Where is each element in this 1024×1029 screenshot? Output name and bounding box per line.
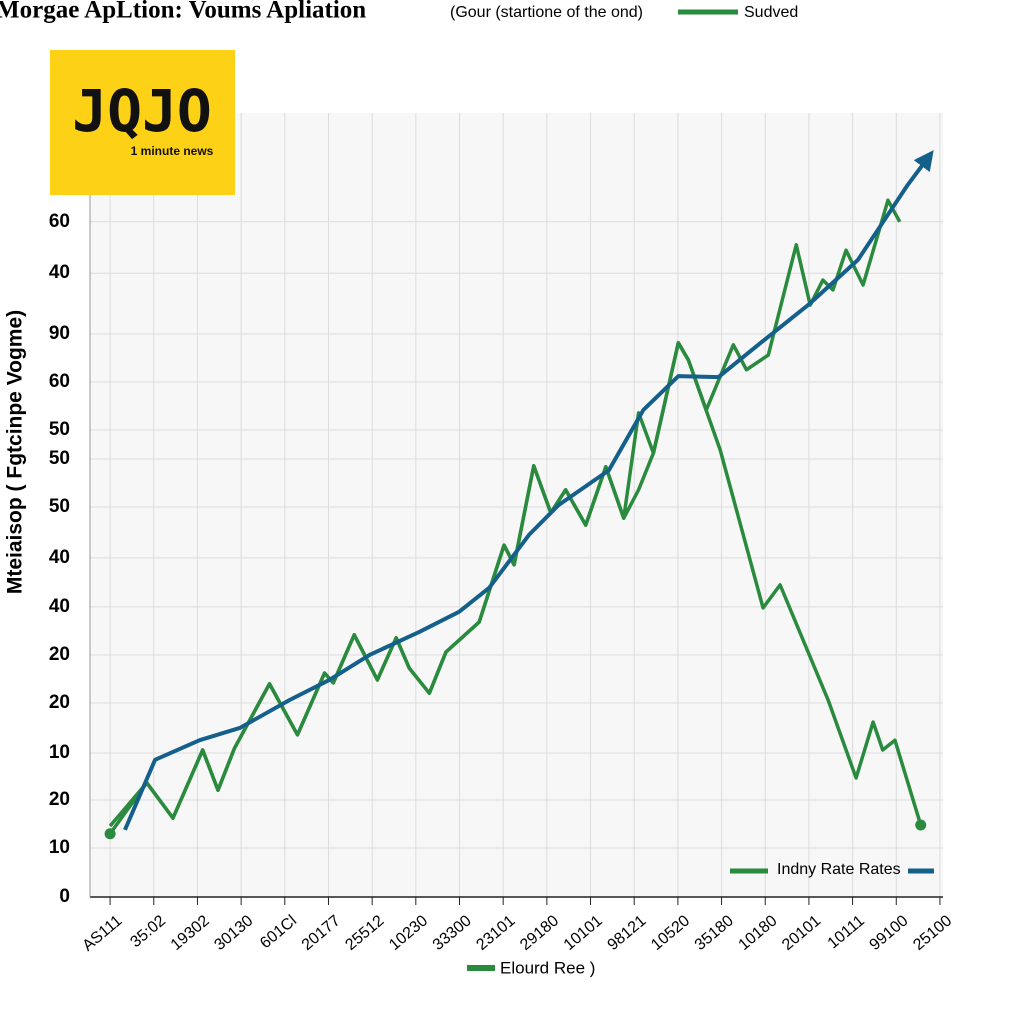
x-tick-label: 99100 bbox=[867, 912, 912, 954]
end-dot bbox=[104, 828, 116, 840]
legend-label: Sudved bbox=[744, 4, 798, 21]
y-axis-label: Mteiaisop ( Fgtcinpe Vogme) bbox=[4, 310, 27, 594]
x-tick-label: 35:02 bbox=[127, 912, 169, 951]
x-tick-label: 10520 bbox=[648, 912, 693, 954]
y-tick-label: 40 bbox=[49, 547, 70, 568]
end-dot bbox=[915, 819, 927, 831]
x-tick-label: 19302 bbox=[168, 912, 213, 954]
x-tick-label: 10101 bbox=[561, 912, 606, 954]
y-tick-label: 0 bbox=[59, 886, 70, 907]
x-tick-label: 10180 bbox=[736, 912, 781, 954]
chart-title: Morgae ApLtion: Voums Apliation bbox=[0, 0, 366, 24]
x-tick-label: 25512 bbox=[342, 912, 387, 954]
x-tick-label: 30130 bbox=[211, 912, 256, 954]
y-tick-label: 20 bbox=[49, 692, 70, 713]
x-tick-label: AS111 bbox=[79, 912, 125, 954]
x-tick-label: 35180 bbox=[692, 912, 737, 954]
x-tick-label: 20177 bbox=[299, 912, 344, 954]
x-tick-label: 98121 bbox=[604, 912, 649, 954]
logo-text: JQJO bbox=[72, 77, 212, 145]
y-tick-label: 60 bbox=[49, 211, 70, 232]
y-tick-label: 20 bbox=[49, 644, 70, 665]
y-tick-label: 10 bbox=[49, 742, 70, 763]
subtitle: (Gour (startione of the ond) bbox=[450, 4, 643, 21]
y-tick-label: 10 bbox=[49, 837, 70, 858]
y-tick-label: 40 bbox=[49, 262, 70, 283]
y-tick-label: 90 bbox=[49, 323, 70, 344]
y-tick-label: 50 bbox=[49, 448, 70, 469]
series-line bbox=[123, 150, 934, 831]
x-tick-label: 20101 bbox=[779, 912, 824, 954]
x-tick-label: 10230 bbox=[386, 912, 431, 954]
series-line bbox=[108, 341, 923, 835]
y-tick-label: 50 bbox=[49, 496, 70, 517]
x-tick-label: 601Cl bbox=[257, 912, 300, 952]
legend-label: Elourd Ree ) bbox=[500, 958, 595, 977]
y-tick-label: 60 bbox=[49, 371, 70, 392]
y-tick-label: 50 bbox=[49, 419, 70, 440]
logo-tagline: 1 minute news bbox=[131, 144, 214, 158]
legend-label: Indny Rate Rates bbox=[777, 861, 901, 878]
x-tick-label: 33300 bbox=[430, 912, 475, 954]
plot-area bbox=[90, 113, 943, 897]
y-tick-label: 40 bbox=[49, 596, 70, 617]
y-tick-label: 20 bbox=[49, 789, 70, 810]
x-tick-label: 25100 bbox=[910, 912, 955, 954]
x-tick-label: 29180 bbox=[517, 912, 562, 954]
logo-box bbox=[50, 50, 235, 195]
x-tick-label: 10111 bbox=[825, 912, 868, 952]
x-tick-label: 23101 bbox=[473, 912, 518, 954]
